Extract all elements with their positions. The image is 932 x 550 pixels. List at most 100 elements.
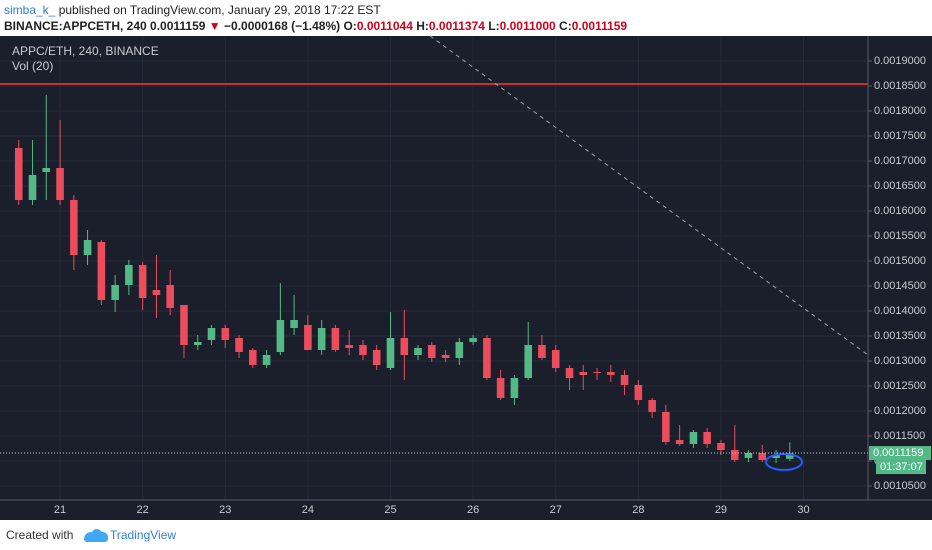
candle-body bbox=[207, 328, 216, 340]
candle-body bbox=[372, 350, 381, 365]
candle-body bbox=[276, 320, 285, 352]
candle-body bbox=[14, 148, 23, 200]
publish-line: simba_k_ published on TradingView.com, J… bbox=[4, 3, 381, 17]
candle-body bbox=[579, 372, 588, 375]
candle-body bbox=[744, 453, 753, 458]
logo bbox=[84, 529, 108, 542]
x-tick-label: 26 bbox=[467, 504, 479, 516]
c-label: C: bbox=[559, 19, 572, 33]
candle-body bbox=[510, 378, 519, 398]
candle-body bbox=[496, 378, 505, 398]
candle-body bbox=[304, 325, 312, 350]
candle-body bbox=[593, 372, 601, 373]
last: 0.0011159 bbox=[150, 19, 206, 33]
candle-body bbox=[551, 350, 560, 368]
candle-body bbox=[758, 453, 767, 460]
l-label: L: bbox=[488, 19, 500, 33]
candle-body bbox=[70, 200, 78, 255]
candle-body bbox=[717, 443, 725, 450]
x-tick-label: 25 bbox=[384, 504, 396, 516]
candle-body bbox=[428, 345, 436, 358]
candle-body bbox=[193, 342, 202, 345]
candle-body bbox=[441, 355, 450, 358]
last-price-box bbox=[869, 446, 931, 461]
y-tick-label: 0.0018500 bbox=[874, 80, 926, 92]
candle-body bbox=[689, 432, 698, 444]
y-tick-label: 0.0016000 bbox=[874, 205, 926, 217]
y-tick-label: 0.0018000 bbox=[874, 105, 926, 117]
candle-body bbox=[138, 265, 147, 298]
candle-body bbox=[262, 355, 271, 365]
y-tick-label: 0.0014000 bbox=[874, 305, 926, 317]
y-tick-label: 0.0017000 bbox=[874, 155, 926, 167]
c: 0.0011159 bbox=[571, 19, 628, 33]
x-tick-label: 27 bbox=[550, 504, 562, 516]
candle-body bbox=[675, 440, 684, 444]
candle-body bbox=[111, 285, 119, 300]
change: −0.0000168 (−1.48%) bbox=[224, 19, 341, 33]
candle-body bbox=[248, 350, 257, 365]
candle-body bbox=[455, 342, 464, 358]
candle-body bbox=[565, 368, 574, 378]
author[interactable]: simba_k_ bbox=[4, 3, 56, 17]
y-tick-label: 0.0012500 bbox=[874, 380, 926, 392]
y-tick-label: 0.0013500 bbox=[874, 330, 926, 342]
y-tick-label: 0.0011500 bbox=[874, 430, 925, 442]
h: 0.0011374 bbox=[428, 19, 485, 33]
arrow: ▼ bbox=[208, 19, 221, 33]
ohlc-line: BINANCE:APPCETH, 240 0.0011159 ▼ −0.0000… bbox=[4, 19, 627, 33]
x-tick-label: 28 bbox=[632, 504, 644, 516]
chart-background bbox=[0, 36, 932, 520]
candle-body bbox=[400, 338, 409, 355]
y-tick-label: 0.0010500 bbox=[874, 480, 926, 492]
x-tick-label: 23 bbox=[219, 504, 231, 516]
last-price-label: 0.0011159 bbox=[873, 447, 923, 459]
x-tick-label: 24 bbox=[302, 504, 314, 516]
candle-body bbox=[469, 338, 477, 342]
candle-body bbox=[524, 345, 532, 378]
candle-body bbox=[221, 328, 230, 340]
candle-body bbox=[703, 432, 711, 444]
candle-body bbox=[180, 305, 188, 345]
y-tick-label: 0.0015500 bbox=[874, 230, 926, 242]
y-tick-label: 0.0014500 bbox=[874, 280, 926, 292]
candle-body bbox=[152, 290, 161, 295]
candle-body bbox=[317, 328, 326, 350]
header: simba_k_ published on TradingView.com, J… bbox=[0, 0, 932, 36]
candle-body bbox=[634, 385, 643, 400]
x-tick-label: 30 bbox=[797, 504, 809, 516]
indicator: Vol (20) bbox=[12, 59, 53, 73]
candle-body bbox=[290, 320, 298, 328]
candle-body bbox=[166, 285, 174, 308]
candle-body bbox=[125, 265, 133, 285]
candle-body bbox=[607, 372, 615, 375]
published: published on TradingView.com, January 29… bbox=[58, 3, 381, 17]
l: 0.0011000 bbox=[499, 19, 556, 33]
legend: APPC/ETH, 240, BINANCE bbox=[12, 44, 159, 58]
candle-body bbox=[414, 348, 422, 355]
candle-body bbox=[620, 375, 629, 385]
x-tick-label: 29 bbox=[715, 504, 727, 516]
y-tick-label: 0.0013000 bbox=[874, 355, 926, 367]
candle-body bbox=[538, 345, 546, 358]
candle-body bbox=[28, 175, 37, 200]
y-tick-label: 0.0016500 bbox=[874, 180, 926, 192]
footer-bg bbox=[0, 520, 932, 550]
x-tick-label: 21 bbox=[54, 504, 66, 516]
footer-created: Created with bbox=[6, 528, 73, 542]
candle-body bbox=[83, 240, 92, 255]
countdown-box bbox=[876, 460, 926, 475]
y-tick-label: 0.0015000 bbox=[874, 255, 926, 267]
candle-body bbox=[648, 400, 656, 412]
candle-body bbox=[785, 453, 794, 459]
candle-body bbox=[331, 328, 340, 350]
candle-body bbox=[730, 450, 739, 460]
candle-body bbox=[56, 168, 64, 200]
candle-body bbox=[345, 345, 353, 348]
candle-body bbox=[483, 338, 491, 378]
o-label: O: bbox=[343, 19, 357, 33]
footer-brand[interactable]: TradingView bbox=[110, 528, 176, 542]
candle-body bbox=[97, 242, 106, 300]
y-tick-label: 0.0019000 bbox=[874, 55, 926, 67]
